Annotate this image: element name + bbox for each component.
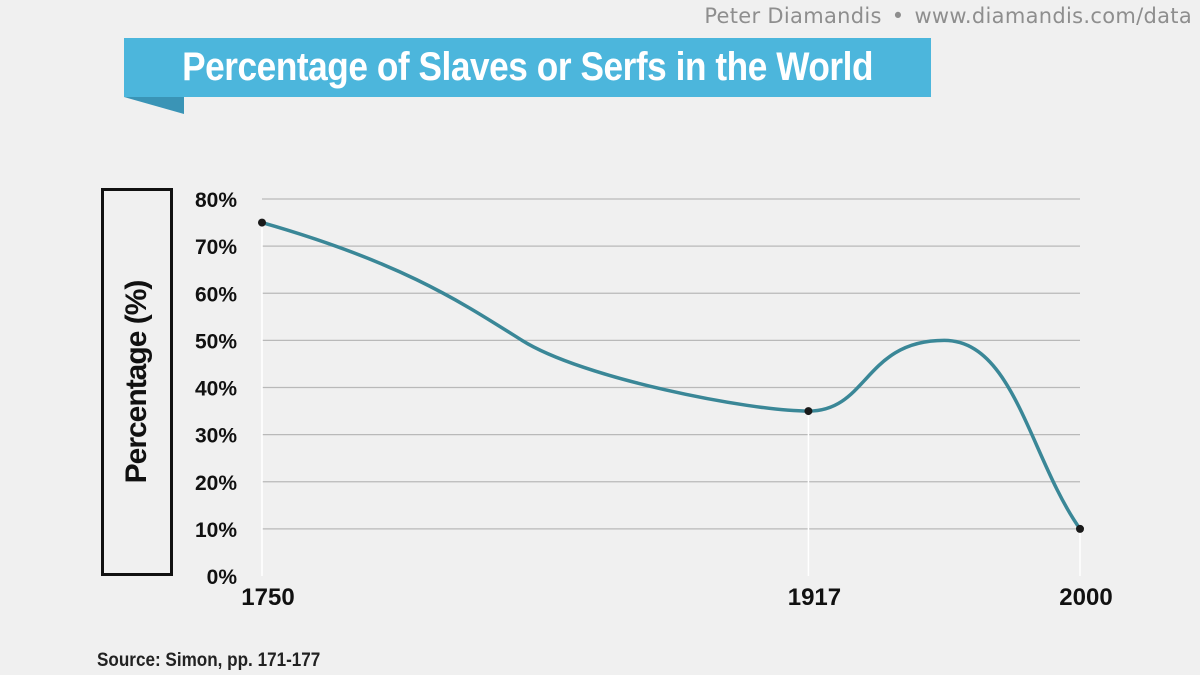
y-tick-label: 50% — [195, 330, 237, 353]
series-group — [260, 220, 1082, 531]
data-point-marker — [804, 407, 813, 416]
y-axis-label-box: Percentage (%) — [101, 188, 173, 576]
x-tick-label: 1917 — [788, 584, 841, 611]
y-tick-label: 0% — [207, 566, 238, 589]
x-tick-label: 1750 — [241, 584, 294, 611]
x-tick-labels: 1750 1917 2000 — [241, 584, 1112, 611]
y-tick-label: 20% — [195, 472, 237, 495]
data-point-marker — [1076, 524, 1084, 533]
drop-lines — [261, 222, 1081, 576]
x-tick-label: 2000 — [1059, 584, 1112, 611]
y-tick-label: 30% — [195, 425, 237, 448]
y-tick-label: 40% — [195, 378, 237, 401]
chart-title: Percentage of Slaves or Serfs in the Wor… — [182, 45, 873, 89]
y-tick-label: 10% — [195, 519, 237, 542]
source-note: Source: Simon, pp. 171-177 — [97, 650, 321, 671]
title-banner: Percentage of Slaves or Serfs in the Wor… — [124, 38, 931, 97]
grid-lines — [262, 198, 1080, 530]
marker-group — [258, 218, 1084, 533]
title-banner-fold — [124, 97, 184, 114]
y-tick-label: 80% — [195, 189, 237, 212]
credit-author: Peter Diamandis — [704, 4, 882, 28]
series-line — [260, 220, 1082, 531]
data-point-marker — [258, 218, 266, 227]
credit-url: www.diamandis.com/data — [914, 4, 1192, 28]
credit-separator: • — [891, 4, 905, 28]
y-tick-label: 70% — [195, 236, 237, 259]
y-tick-label: 60% — [195, 283, 237, 306]
y-tick-labels: 0% 10% 20% 30% 40% 50% 60% 70% 80% — [195, 189, 237, 589]
credit-line: Peter Diamandis • www.diamandis.com/data — [704, 4, 1192, 28]
